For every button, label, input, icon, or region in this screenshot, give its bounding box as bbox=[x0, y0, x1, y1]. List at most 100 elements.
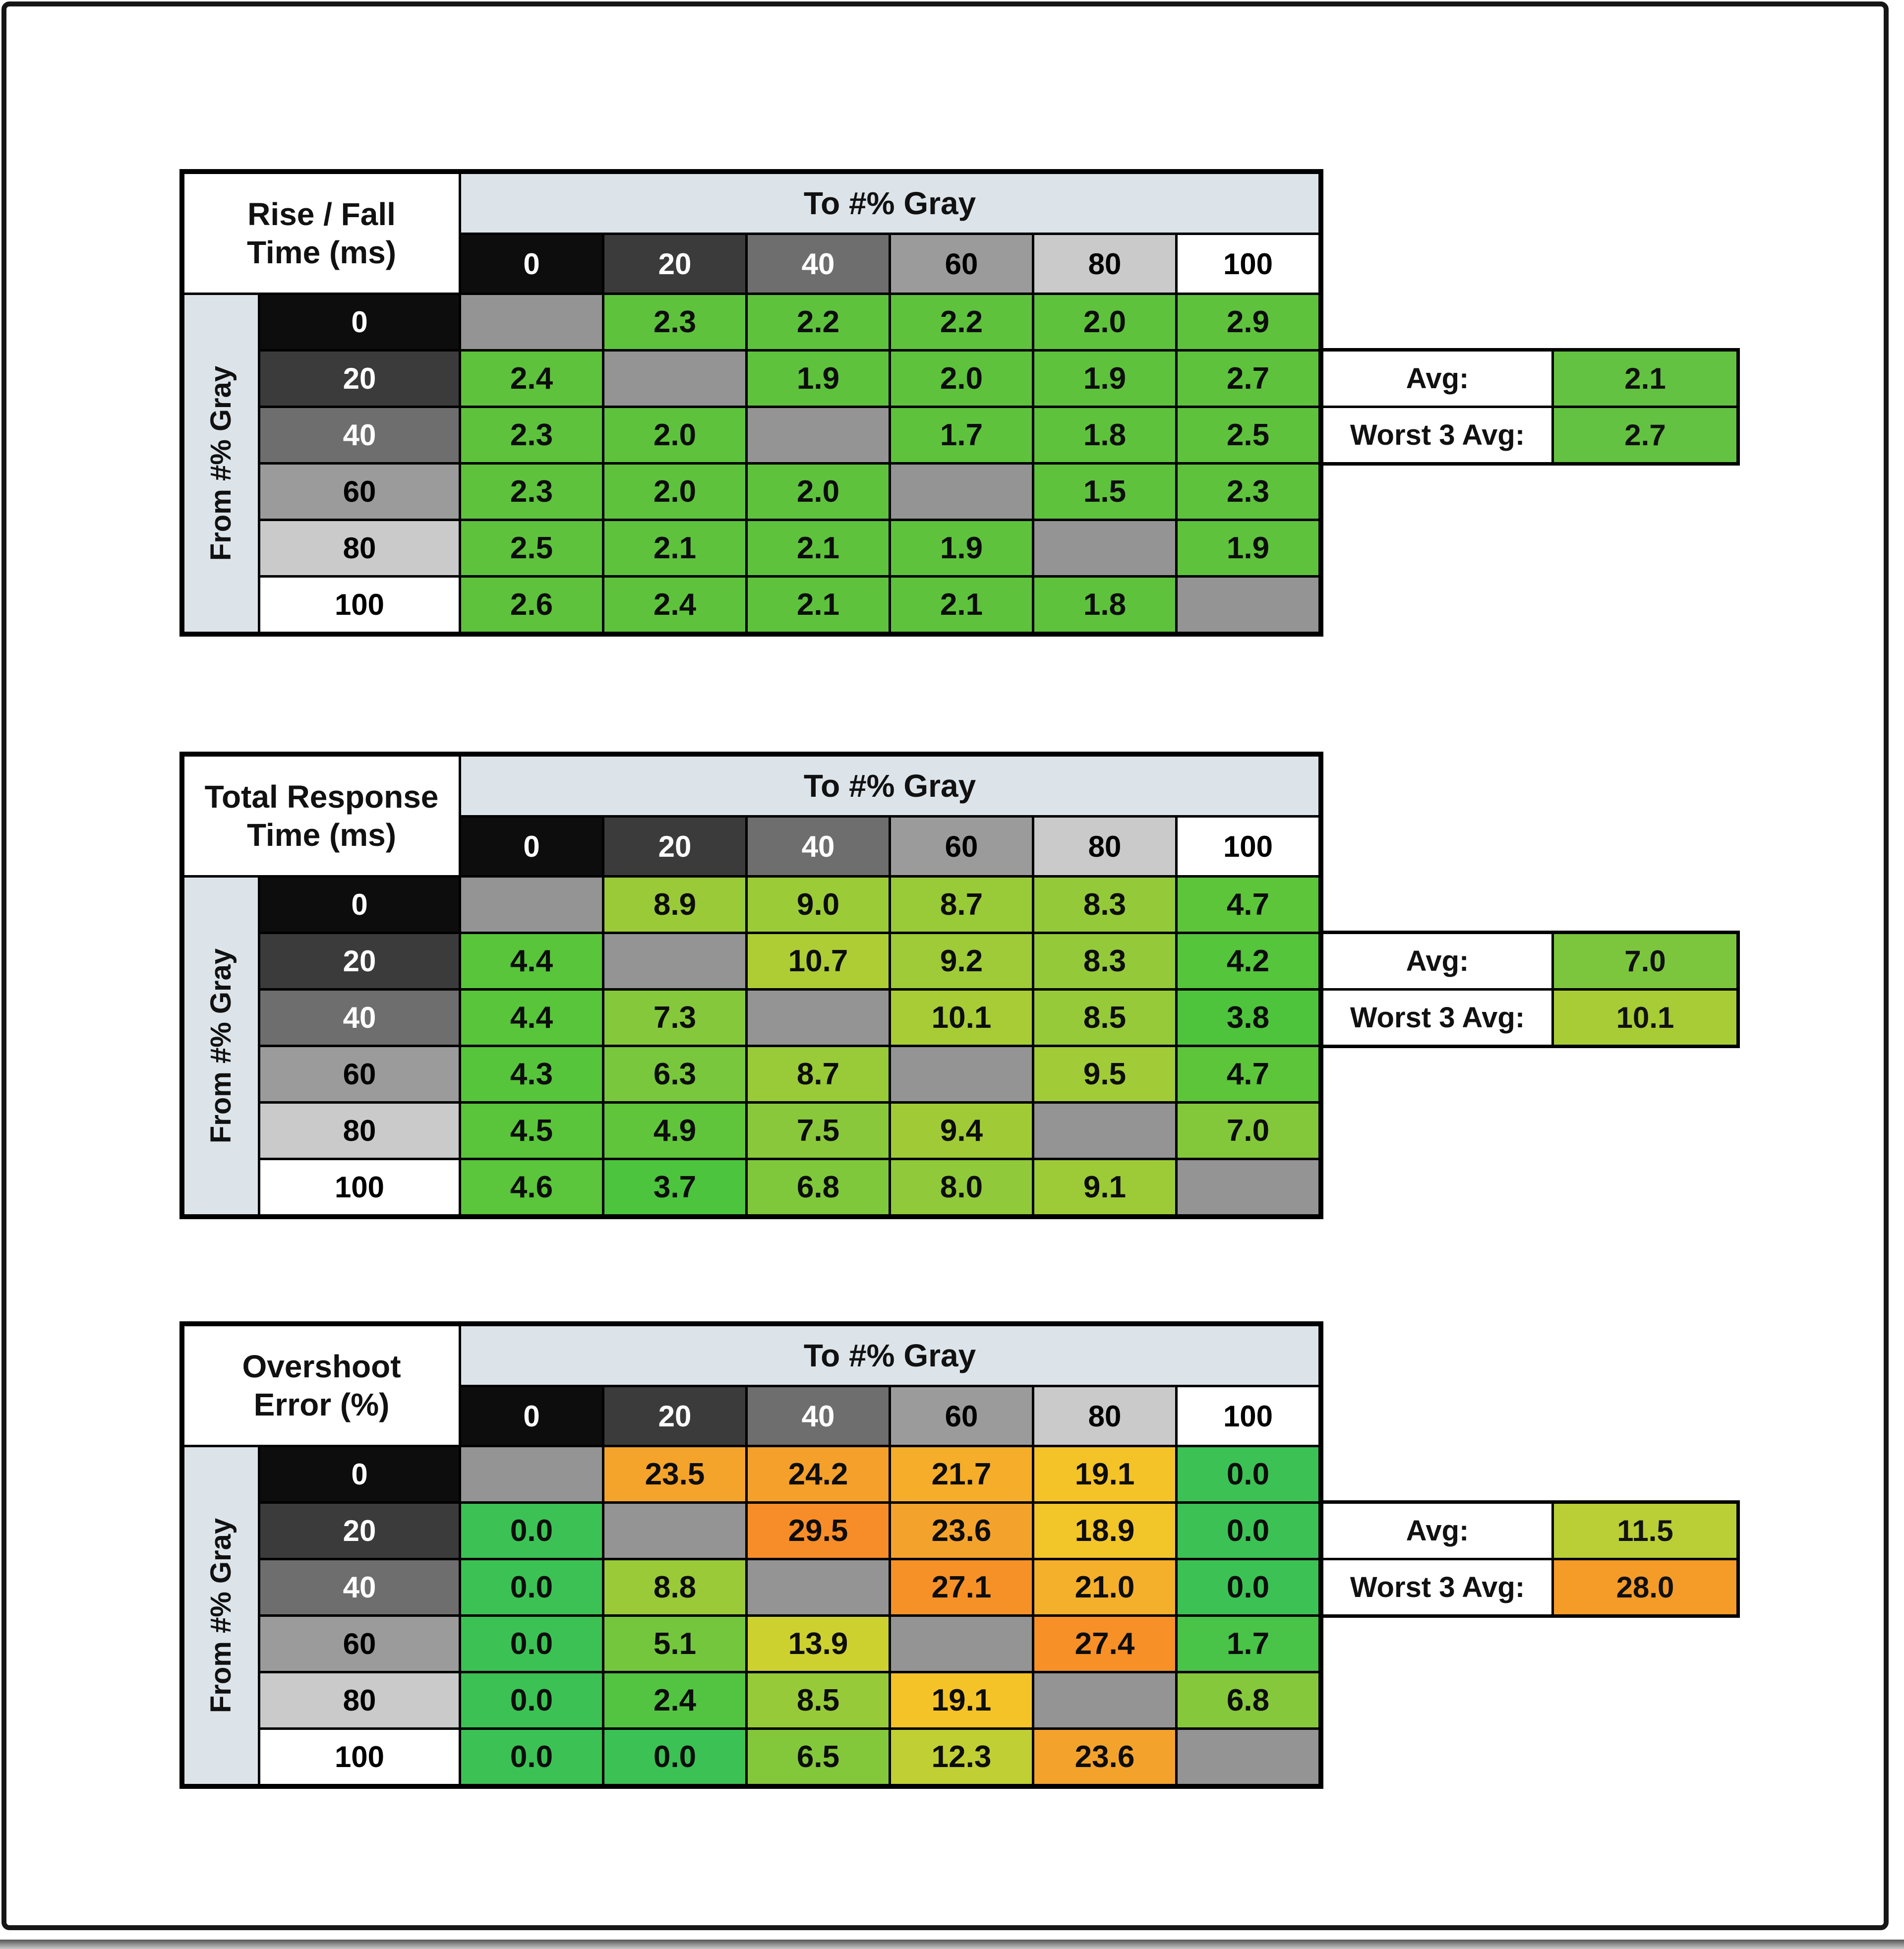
row-header: 20 bbox=[260, 352, 459, 406]
data-cell: 2.6 bbox=[461, 578, 602, 632]
row-group-label: From #% Gray bbox=[184, 878, 258, 1214]
data-cell: 2.5 bbox=[461, 521, 602, 575]
data-cell: 2.2 bbox=[748, 295, 889, 349]
data-cell: 6.5 bbox=[748, 1730, 889, 1784]
total-response-summary-box: Avg: 7.0 Worst 3 Avg: 10.1 bbox=[1320, 931, 1740, 1048]
row-header: 0 bbox=[260, 295, 459, 349]
data-cell: 2.7 bbox=[1178, 352, 1318, 406]
data-cell: 1.7 bbox=[1178, 1617, 1318, 1671]
table-title: Total Response Time (ms) bbox=[184, 757, 459, 875]
data-cell: 2.4 bbox=[604, 578, 745, 632]
data-cell: 6.8 bbox=[1178, 1673, 1318, 1727]
data-cell: 7.3 bbox=[604, 991, 745, 1045]
col-header: 60 bbox=[891, 1387, 1032, 1445]
data-cell bbox=[1034, 1673, 1175, 1727]
data-cell: 21.0 bbox=[1034, 1560, 1175, 1614]
col-header: 0 bbox=[461, 1387, 602, 1445]
row-header: 40 bbox=[260, 1560, 459, 1614]
data-cell: 2.0 bbox=[604, 465, 745, 519]
col-header: 60 bbox=[891, 818, 1032, 875]
avg-value: 11.5 bbox=[1554, 1504, 1736, 1558]
data-cell: 9.2 bbox=[891, 934, 1032, 988]
data-cell: 4.7 bbox=[1178, 878, 1318, 932]
row-header: 60 bbox=[260, 1047, 459, 1101]
data-cell bbox=[748, 408, 889, 462]
row-header: 0 bbox=[260, 1447, 459, 1501]
data-cell: 6.3 bbox=[604, 1047, 745, 1101]
row-group-label-text: From #% Gray bbox=[205, 948, 238, 1144]
avg-label: Avg: bbox=[1323, 1504, 1551, 1558]
data-cell: 12.3 bbox=[891, 1730, 1032, 1784]
col-header: 40 bbox=[748, 818, 889, 875]
data-cell: 2.9 bbox=[1178, 295, 1318, 349]
data-cell: 1.9 bbox=[1034, 352, 1175, 406]
avg-label: Avg: bbox=[1323, 352, 1551, 406]
worst-label: Worst 3 Avg: bbox=[1323, 1560, 1551, 1614]
data-cell: 8.8 bbox=[604, 1560, 745, 1614]
col-group-label: To #% Gray bbox=[461, 1326, 1318, 1385]
rise-fall-time-table: Rise / Fall Time (ms) To #% Gray 0 20 40… bbox=[179, 169, 1323, 637]
data-cell: 0.0 bbox=[461, 1730, 602, 1784]
data-cell: 27.1 bbox=[891, 1560, 1032, 1614]
col-header: 0 bbox=[461, 818, 602, 875]
table-title-line1: Total Response bbox=[204, 778, 439, 815]
row-group-label: From #% Gray bbox=[184, 295, 258, 632]
data-cell: 13.9 bbox=[748, 1617, 889, 1671]
col-header: 40 bbox=[748, 1387, 889, 1445]
worst-value: 28.0 bbox=[1554, 1560, 1736, 1614]
data-cell: 2.1 bbox=[748, 521, 889, 575]
data-cell bbox=[748, 991, 889, 1045]
data-cell: 4.3 bbox=[461, 1047, 602, 1101]
data-cell: 9.4 bbox=[891, 1104, 1032, 1158]
table-title-line2: Error (%) bbox=[253, 1386, 390, 1422]
data-cell bbox=[1178, 578, 1318, 632]
data-cell: 0.0 bbox=[1178, 1447, 1318, 1501]
data-cell bbox=[748, 1560, 889, 1614]
data-cell: 27.4 bbox=[1034, 1617, 1175, 1671]
data-cell: 2.0 bbox=[1034, 295, 1175, 349]
data-cell: 0.0 bbox=[461, 1560, 602, 1614]
data-cell: 2.3 bbox=[1178, 465, 1318, 519]
rise-fall-summary-box: Avg: 2.1 Worst 3 Avg: 2.7 bbox=[1320, 348, 1740, 466]
row-header: 40 bbox=[260, 991, 459, 1045]
data-cell: 8.5 bbox=[748, 1673, 889, 1727]
data-cell: 4.7 bbox=[1178, 1047, 1318, 1101]
data-cell: 8.3 bbox=[1034, 878, 1175, 932]
avg-value: 2.1 bbox=[1554, 352, 1736, 406]
overshoot-error-table: Overshoot Error (%) To #% Gray 0 20 40 6… bbox=[179, 1321, 1323, 1789]
data-cell bbox=[1034, 521, 1175, 575]
row-group-label: From #% Gray bbox=[184, 1447, 258, 1784]
bottom-edge-strip bbox=[0, 1940, 1904, 1949]
row-header: 100 bbox=[260, 578, 459, 632]
row-header: 40 bbox=[260, 408, 459, 462]
data-cell: 2.1 bbox=[748, 578, 889, 632]
data-cell: 3.8 bbox=[1178, 991, 1318, 1045]
data-cell: 1.7 bbox=[891, 408, 1032, 462]
data-cell: 4.4 bbox=[461, 991, 602, 1045]
col-header: 0 bbox=[461, 235, 602, 293]
data-cell: 8.3 bbox=[1034, 934, 1175, 988]
col-header: 20 bbox=[604, 1387, 745, 1445]
data-cell: 10.1 bbox=[891, 991, 1032, 1045]
col-group-label: To #% Gray bbox=[461, 757, 1318, 815]
col-header: 40 bbox=[748, 235, 889, 293]
worst-label: Worst 3 Avg: bbox=[1323, 408, 1551, 462]
data-cell: 9.0 bbox=[748, 878, 889, 932]
data-cell: 8.9 bbox=[604, 878, 745, 932]
row-header: 80 bbox=[260, 1104, 459, 1158]
total-response-time-table: Total Response Time (ms) To #% Gray 0 20… bbox=[179, 752, 1323, 1219]
data-cell: 3.7 bbox=[604, 1160, 745, 1214]
data-cell bbox=[891, 465, 1032, 519]
data-cell: 18.9 bbox=[1034, 1504, 1175, 1558]
data-cell: 1.9 bbox=[891, 521, 1032, 575]
data-cell: 4.5 bbox=[461, 1104, 602, 1158]
data-cell: 4.6 bbox=[461, 1160, 602, 1214]
row-header: 100 bbox=[260, 1160, 459, 1214]
data-cell: 1.9 bbox=[1178, 521, 1318, 575]
data-cell: 1.8 bbox=[1034, 408, 1175, 462]
data-cell: 8.5 bbox=[1034, 991, 1175, 1045]
data-cell bbox=[461, 1447, 602, 1501]
col-header: 80 bbox=[1034, 1387, 1175, 1445]
data-cell: 0.0 bbox=[1178, 1504, 1318, 1558]
row-header: 60 bbox=[260, 465, 459, 519]
